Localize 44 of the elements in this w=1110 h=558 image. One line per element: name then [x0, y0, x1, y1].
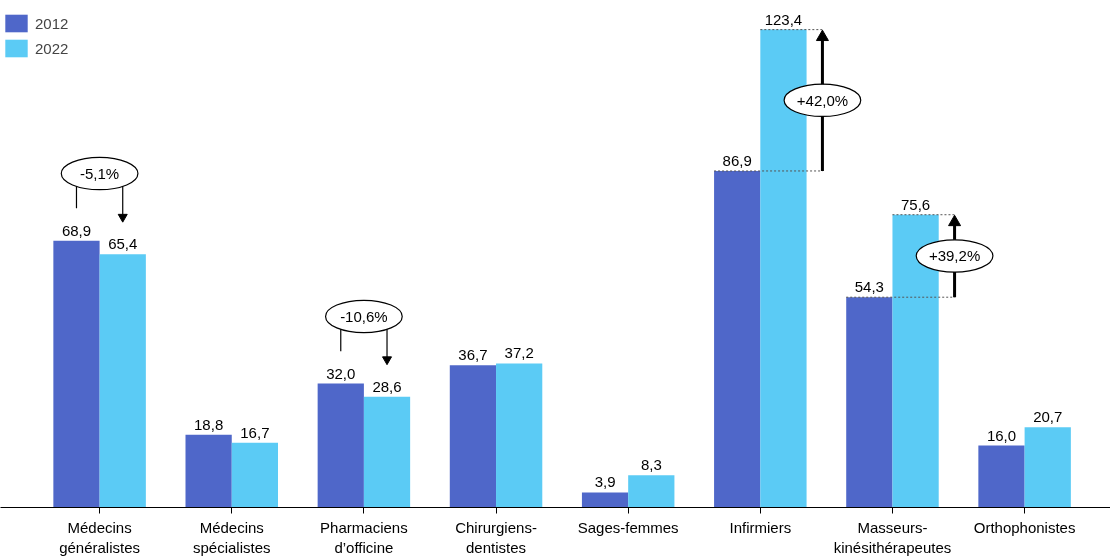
data-label: 28,6 — [372, 377, 402, 395]
x-tick-label: Médecins généralistes — [59, 518, 141, 556]
data-label: 54,3 — [854, 278, 884, 296]
bar — [978, 445, 1025, 508]
data-label: 16,0 — [986, 426, 1017, 444]
bar — [363, 396, 411, 508]
x-tick-label: Infirmiers — [729, 518, 792, 536]
annotation: -5,1% — [80, 165, 120, 183]
bar — [231, 442, 278, 508]
data-label: 75,6 — [900, 195, 931, 213]
annotation: +42,0% — [796, 91, 849, 109]
x-tick-label: Chirurgiens-dentistes — [455, 518, 537, 556]
x-tick-label: Médecins spécialistes — [192, 518, 271, 556]
data-label: 36,7 — [458, 346, 488, 364]
bar — [628, 475, 675, 508]
legend-label: 2022 — [35, 39, 69, 57]
data-label: 68,9 — [61, 221, 92, 239]
bar — [99, 254, 146, 508]
data-label: 8,3 — [640, 456, 662, 474]
annotation: +39,2% — [928, 247, 981, 265]
x-tick-label: Orthophonistes — [973, 518, 1076, 536]
bar — [53, 240, 100, 508]
data-label: 65,4 — [108, 235, 138, 253]
bar — [714, 170, 761, 508]
bar — [449, 365, 497, 508]
bar — [317, 383, 364, 508]
data-label: 16,7 — [240, 423, 270, 441]
bar — [1024, 427, 1071, 508]
data-label: 86,9 — [722, 152, 752, 169]
data-label: 18,8 — [194, 415, 224, 433]
annotation: -10,6% — [340, 307, 388, 325]
data-label: 123,4 — [764, 10, 803, 28]
legend-label: 2012 — [35, 14, 69, 32]
bar — [846, 297, 893, 508]
data-label: 20,7 — [1033, 408, 1063, 426]
bar — [581, 492, 629, 508]
x-tick-label: Sages-femmes — [577, 518, 679, 536]
x-tick-label: Masseurs-kinésithérapeutes — [833, 518, 952, 556]
data-label: 32,0 — [326, 364, 356, 382]
x-tick-label: Pharmaciens d’officine — [320, 518, 408, 556]
data-label: 3,9 — [594, 473, 616, 491]
data-label: 37,2 — [504, 344, 534, 362]
bar — [185, 434, 232, 508]
bar — [496, 363, 543, 508]
